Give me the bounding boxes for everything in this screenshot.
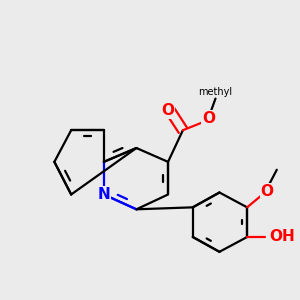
Text: methyl: methyl	[198, 87, 232, 97]
Text: O: O	[260, 184, 273, 199]
Text: OH: OH	[269, 230, 295, 244]
Text: O: O	[202, 111, 215, 126]
Text: O: O	[162, 103, 175, 118]
Text: N: N	[98, 187, 110, 202]
